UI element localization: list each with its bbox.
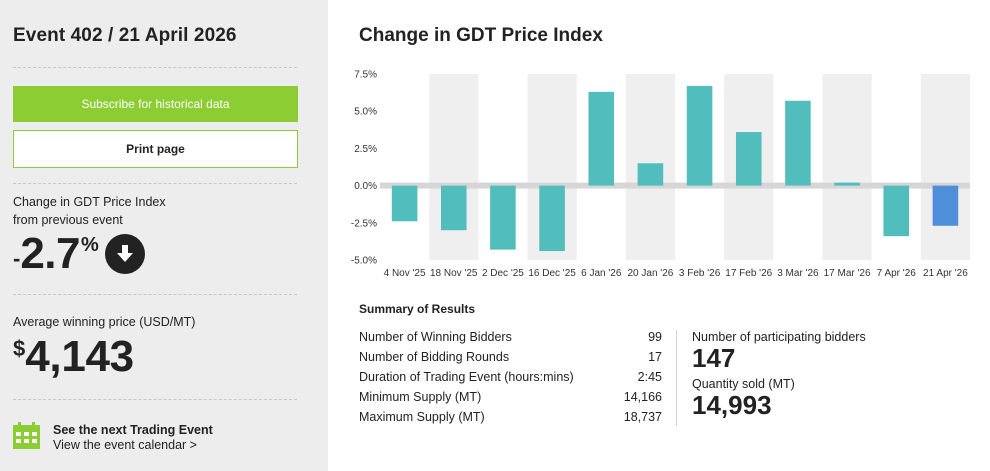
change-value: 2.7 — [20, 229, 80, 278]
chart-bar[interactable] — [588, 91, 615, 186]
x-tick-label: 2 Dec '25 — [482, 268, 524, 279]
divider — [13, 399, 297, 400]
summary-row-value: 14,166 — [623, 390, 662, 404]
change-sign: - — [13, 246, 21, 271]
summary-row-label: Minimum Supply (MT) — [359, 390, 482, 404]
summary-row-value: 17 — [648, 350, 662, 364]
event-title: Event 402 / 21 April 2026 — [13, 25, 237, 46]
chart-bar[interactable] — [539, 185, 565, 252]
participating-label: Number of participating bidders — [692, 330, 866, 344]
change-unit: % — [81, 234, 99, 256]
change-label: Change in GDT Price Index — [13, 195, 166, 209]
chart-bar[interactable] — [686, 85, 713, 186]
x-tick-label: 3 Mar '26 — [777, 268, 819, 279]
event-calendar-link[interactable]: View the event calendar > — [53, 438, 197, 452]
chart-band — [822, 74, 872, 260]
chart-bar[interactable] — [785, 100, 811, 186]
chart-bar[interactable] — [490, 185, 516, 250]
x-tick-label: 6 Jan '26 — [581, 268, 622, 279]
arrow-down-circle-icon — [104, 234, 145, 274]
calendar-icon[interactable] — [13, 422, 40, 449]
summary-row: Maximum Supply (MT) 18,737 — [359, 410, 662, 430]
print-button[interactable]: Print page — [13, 130, 298, 168]
subscribe-button[interactable]: Subscribe for historical data — [13, 86, 298, 122]
summary-row-value: 99 — [648, 330, 662, 344]
avg-price-value: 4,143 — [25, 332, 134, 381]
divider — [13, 67, 297, 68]
x-tick-label: 16 Dec '25 — [528, 268, 576, 279]
avg-price: $ 4,143 — [13, 332, 134, 382]
divider — [13, 183, 297, 184]
x-tick-label: 17 Feb '26 — [725, 268, 772, 279]
price-index-chart: 7.5% 5.0% 2.5% 0.0% -2.5% -5.0% 4 Nov '25 18 N… — [351, 70, 970, 279]
chart-bar[interactable] — [932, 185, 959, 226]
y-tick-label: 7.5% — [354, 70, 377, 81]
summary-row-label: Duration of Trading Event (hours:mins) — [359, 370, 574, 384]
summary-row-label: Number of Bidding Rounds — [359, 350, 510, 364]
quantity-value: 14,993 — [692, 390, 772, 420]
chart-bar[interactable] — [637, 163, 664, 186]
y-tick-label: -5.0% — [351, 256, 377, 267]
chart-bar[interactable] — [883, 185, 910, 237]
summary-divider — [676, 330, 677, 426]
summary-row-label: Number of Winning Bidders — [359, 330, 512, 344]
y-tick-label: 5.0% — [354, 107, 377, 118]
summary-row: Number of Winning Bidders 99 — [359, 330, 662, 350]
x-tick-label: 3 Feb '26 — [679, 268, 721, 279]
price-index-change: - 2.7 % — [13, 232, 145, 282]
summary-title: Summary of Results — [359, 302, 476, 316]
y-tick-label: -2.5% — [351, 218, 377, 229]
quantity-label: Quantity sold (MT) — [692, 377, 795, 391]
summary-row-label: Maximum Supply (MT) — [359, 410, 485, 424]
sidebar: Event 402 / 21 April 2026 Subscribe for … — [0, 0, 328, 471]
zero-line — [380, 182, 970, 189]
x-tick-label: 17 Mar '26 — [824, 268, 871, 279]
y-tick-label: 2.5% — [354, 144, 377, 155]
x-tick-label: 7 Apr '26 — [877, 268, 917, 279]
divider — [13, 294, 297, 295]
summary-row: Number of Bidding Rounds 17 — [359, 350, 662, 370]
chart-band — [429, 74, 479, 260]
change-sublabel: from previous event — [13, 213, 123, 227]
y-tick-label: 0.0% — [354, 181, 377, 192]
avg-price-currency: $ — [13, 336, 26, 361]
chart-bar[interactable] — [391, 185, 418, 222]
chart-bar[interactable] — [834, 182, 860, 186]
chart-title: Change in GDT Price Index — [359, 25, 603, 46]
participating-value: 147 — [692, 343, 736, 373]
next-event-title[interactable]: See the next Trading Event — [53, 423, 213, 437]
avg-price-label: Average winning price (USD/MT) — [13, 315, 196, 329]
chart-band — [920, 74, 970, 260]
x-tick-label: 21 Apr '26 — [923, 268, 968, 279]
summary-row: Duration of Trading Event (hours:mins) 2… — [359, 370, 662, 390]
x-tick-label: 18 Nov '25 — [430, 268, 478, 279]
x-tick-label: 4 Nov '25 — [384, 268, 426, 279]
summary-row-value: 18,737 — [623, 410, 662, 424]
summary-row: Minimum Supply (MT) 14,166 — [359, 390, 662, 410]
chart-bar[interactable] — [440, 185, 467, 231]
chart-bar[interactable] — [735, 132, 762, 186]
x-tick-label: 20 Jan '26 — [627, 268, 673, 279]
summary-row-value: 2:45 — [637, 370, 662, 384]
